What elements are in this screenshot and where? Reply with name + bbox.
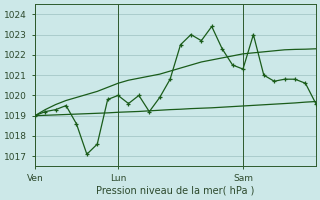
- X-axis label: Pression niveau de la mer( hPa ): Pression niveau de la mer( hPa ): [96, 186, 254, 196]
